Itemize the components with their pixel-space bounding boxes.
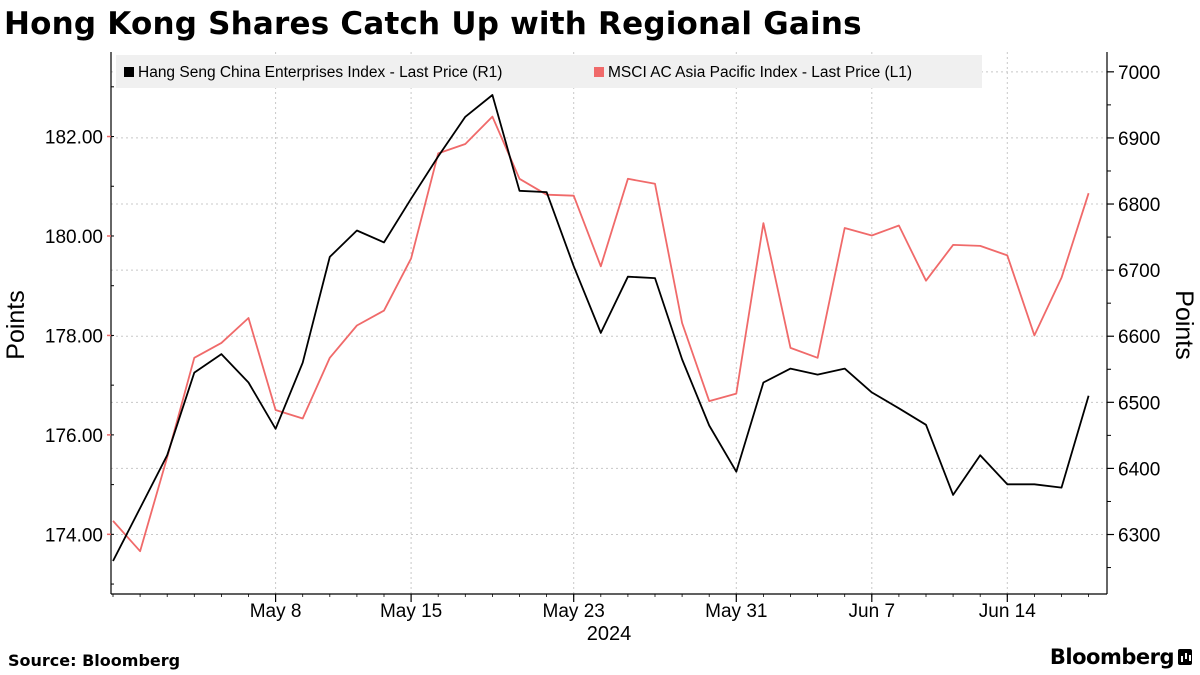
axes	[110, 52, 1108, 595]
brand-logo: Bloomberg	[1050, 645, 1192, 669]
right-axis-tick-label: 6700	[1118, 261, 1160, 282]
left-axis-tick-label: 174.00	[45, 525, 103, 546]
chart-title: Hong Kong Shares Catch Up with Regional …	[4, 6, 862, 42]
x-axis-tick-label: May 8	[250, 601, 302, 622]
left-axis-tick-label: 180.00	[45, 227, 103, 248]
legend-background	[116, 55, 982, 88]
source-note: Source: Bloomberg	[8, 651, 181, 670]
bloomberg-terminal-icon	[1178, 649, 1192, 665]
right-axis-tick-label: 6400	[1118, 459, 1160, 480]
x-axis-tick-label: Jun 14	[979, 601, 1036, 622]
series-lines	[112, 94, 1090, 562]
left-axis-tick-label: 176.00	[45, 426, 103, 447]
left-axis-ticks: 174.00 176.00 178.00 180.00 182.00	[45, 86, 114, 585]
x-axis-tick-label: May 23	[543, 601, 605, 622]
x-axis-ticks: May 8 May 15 May 23 May 31 Jun 7 Jun 14	[112, 594, 1089, 622]
legend-label-msci: MSCI AC Asia Pacific Index - Last Price …	[608, 64, 912, 81]
series-line-msci	[112, 115, 1090, 553]
legend-label-hsce: Hang Seng China Enterprises Index - Last…	[138, 64, 502, 81]
gridlines	[111, 52, 1107, 594]
plot-background	[111, 52, 1107, 594]
right-axis-label: Points	[1170, 290, 1198, 359]
left-axis-tick-label: 182.00	[45, 128, 103, 149]
x-axis-tick-label: May 31	[705, 601, 767, 622]
x-axis-tick-label: Jun 7	[849, 601, 895, 622]
right-axis-ticks: 6300 6400 6500 6600 6700 6800 6900 7000	[1107, 63, 1160, 569]
right-axis-tick-label: 6900	[1118, 129, 1160, 150]
legend-swatch-msci	[594, 67, 604, 77]
x-axis-year-label: 2024	[587, 623, 632, 645]
x-axis-tick-label: May 15	[380, 601, 442, 622]
left-axis-tick-label: 178.00	[45, 326, 103, 347]
right-axis-tick-label: 7000	[1118, 63, 1160, 84]
brand-name: Bloomberg	[1049, 645, 1175, 669]
left-axis-label: Points	[2, 290, 30, 359]
right-axis-tick-label: 6800	[1118, 195, 1160, 216]
right-axis-tick-label: 6600	[1118, 327, 1160, 348]
legend-swatch-hsce	[124, 67, 134, 77]
right-axis-tick-label: 6300	[1118, 526, 1160, 547]
series-line-hsce	[112, 94, 1090, 562]
right-axis-tick-label: 6500	[1118, 393, 1160, 414]
legend: Hang Seng China Enterprises Index - Last…	[116, 55, 982, 88]
